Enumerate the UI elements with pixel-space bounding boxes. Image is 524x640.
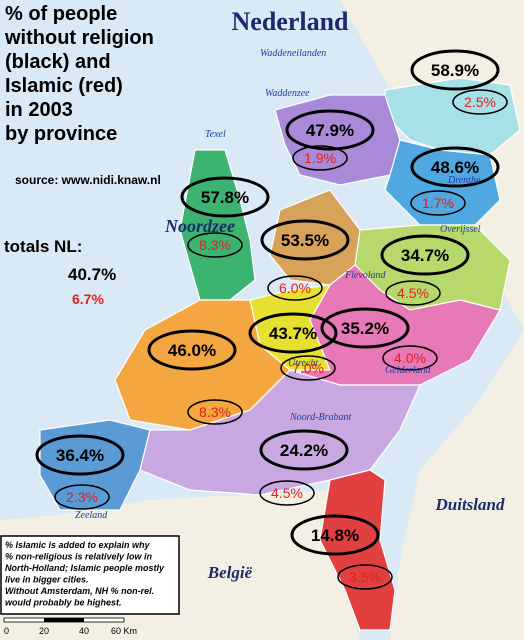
islamic-label: 8.3% [199,237,231,253]
non-religious-label: 34.7% [401,246,449,265]
note-line: % Islamic is added to explain why [5,540,151,550]
title-line: Islamic (red) [5,75,123,97]
label-ring [147,329,237,371]
region-label: Waddeneilanden [260,48,326,59]
note-line: Without Amsterdam, NH % non-rel. [5,586,154,596]
label-ring [410,49,500,91]
label-ring [382,345,438,371]
label-ring [260,219,350,261]
note-frame [0,535,180,615]
note-line: live in bigger cities. [5,575,89,585]
label-ring [290,514,380,556]
non-religious-label: 14.8% [311,526,359,545]
sea-label: Noordzee [164,216,235,236]
islamic-label: 8.3% [199,404,231,420]
label-ring [248,312,338,354]
scale-label: 0 [4,626,9,636]
label-ring [187,232,243,258]
non-religious-label: 24.2% [280,441,328,460]
label-ring [380,234,470,276]
label-ring [337,564,393,590]
islamic-label: 3.5% [349,569,381,585]
non-religious-label: 58.9% [431,61,479,80]
province-area [179,149,256,301]
country-label: Duitsland [435,495,505,514]
non-religious-label: 53.5% [281,231,329,250]
non-religious-label: 46.0% [168,341,216,360]
label-ring [35,434,125,476]
non-religious-label: 47.9% [306,121,354,140]
islamic-label: 2.5% [464,94,496,110]
islamic-label: 7.0% [292,360,324,376]
label-ring [452,89,508,115]
scale-line [44,618,84,622]
totals-label: totals NL: [4,237,82,256]
label-ring [259,429,349,471]
label-ring [410,190,466,216]
title-line: % of people [5,3,117,25]
islamic-label: 2.3% [66,489,98,505]
region-label: Gelderland [385,365,432,376]
totals-islamic: 6.7% [72,291,104,307]
province-area [139,369,421,496]
note-box [0,535,180,615]
region-label: Utrecht [288,358,318,369]
scale-label: 60 Km [111,626,137,636]
label-ring [410,146,500,188]
country-label: België [207,563,253,582]
totals-non-religious: 40.7% [68,265,116,284]
title-line: by province [5,123,117,145]
label-ring [187,399,243,425]
label-ring [285,109,375,151]
region-label: Waddenzee [265,88,310,99]
title-line: (black) and [5,51,111,73]
scale-label: 20 [39,626,49,636]
islamic-label: 6.0% [279,280,311,296]
region-label: Drenthe [447,175,481,186]
islamic-label: 4.0% [394,350,426,366]
country-label: Nederland [232,7,350,36]
islamic-label: 4.5% [271,485,303,501]
islamic-label: 1.7% [422,195,454,211]
non-religious-label: 48.6% [431,158,479,177]
label-ring [267,275,323,301]
title-line: without religion [4,27,154,49]
note-line: % non-religious is relatively low in [5,552,153,562]
label-ring [259,480,315,506]
non-religious-label: 36.4% [56,446,104,465]
region-label: Flevoland [344,270,387,281]
source: source: www.nidi.knaw.nl [15,173,161,187]
region-label: Zeeland [75,510,108,521]
non-religious-label: 57.8% [201,188,249,207]
note-line: North-Holland; Islamic people mostly [5,563,165,573]
non-religious-label: 43.7% [269,324,317,343]
islamic-label: 4.5% [397,285,429,301]
scale-bar [3,617,125,623]
region-label: Texel [205,129,226,140]
region-label: Noord-Brabant [289,412,352,423]
region-label: Overijssel [440,224,481,235]
label-ring [320,307,410,349]
label-ring [280,355,336,381]
label-ring [54,484,110,510]
label-ring [385,280,441,306]
label-ring [180,176,270,218]
label-ring [292,145,348,171]
islamic-label: 1.9% [304,150,336,166]
scale-label: 40 [79,626,89,636]
non-religious-label: 35.2% [341,319,389,338]
title-line: in 2003 [5,99,73,121]
note-line: would probably be highest. [5,598,122,608]
